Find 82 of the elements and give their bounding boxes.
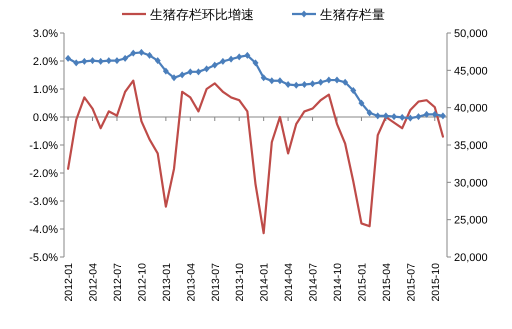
point (114, 57, 120, 64)
point (81, 58, 88, 65)
point (318, 78, 324, 86)
point (424, 110, 430, 118)
x-tick-label: 2014-04 (283, 262, 296, 302)
point (342, 78, 348, 86)
y-tick-label: -3.0% (29, 196, 58, 208)
x-tick-label: 2012-01 (63, 262, 76, 302)
point (179, 71, 186, 78)
point (285, 81, 292, 88)
point (350, 86, 356, 94)
y-tick-label: 0.0% (32, 112, 58, 124)
line-series (66, 80, 444, 234)
x-tick-label: 2012-10 (136, 262, 148, 302)
point (334, 76, 340, 84)
point (204, 65, 210, 72)
x-tick-label: 2014-10 (332, 262, 344, 302)
y2-tick-label: 30,000 (454, 177, 488, 190)
point (171, 74, 178, 82)
point (310, 80, 316, 88)
x-tick-label: 2012-07 (112, 262, 124, 302)
point (326, 76, 332, 84)
point (220, 58, 226, 65)
x-tick-label: 2013-10 (234, 262, 246, 302)
legend-label: 生猪存栏环比增速 (150, 7, 254, 22)
point (244, 52, 250, 59)
point (432, 110, 438, 118)
x-tick-label: 2015-10 (430, 262, 442, 302)
y2-tick-label: 50,000 (454, 28, 488, 40)
x-tick-label: 2015-01 (356, 262, 368, 302)
point (260, 74, 267, 82)
point (65, 54, 72, 62)
point (187, 68, 194, 76)
point (154, 57, 161, 64)
x-tick-label: 2013-01 (160, 262, 173, 302)
point (407, 114, 414, 122)
y-tick-label: -4.0% (29, 224, 58, 236)
y2-tick-label: 45,000 (454, 65, 488, 78)
x-tick-label: 2015-07 (405, 262, 418, 302)
x-tick-label: 2014-07 (308, 262, 320, 302)
point (252, 59, 258, 66)
point (138, 48, 144, 56)
point (382, 112, 389, 120)
point (358, 100, 364, 107)
y2-tick-label: 35,000 (454, 140, 488, 152)
point (212, 62, 218, 69)
y-tick-label: 3.0% (32, 28, 58, 40)
point (366, 109, 373, 116)
point (276, 77, 283, 84)
point (268, 77, 275, 84)
y-tick-label: -2.0% (29, 168, 58, 180)
point (301, 81, 308, 88)
point (195, 68, 202, 76)
x-tick-label: 2013-04 (185, 262, 198, 302)
point (98, 58, 104, 65)
y-tick-label: 1.0% (32, 84, 58, 96)
point (391, 113, 398, 120)
point (73, 59, 80, 66)
legend-label: 生猪存栏量 (320, 7, 385, 22)
point (228, 56, 234, 63)
point (146, 52, 153, 59)
x-tick-label: 2013-07 (210, 262, 222, 302)
x-tick-label: 2012-04 (88, 262, 100, 302)
point (399, 114, 406, 121)
point (293, 82, 300, 89)
point (106, 57, 112, 64)
point (122, 54, 128, 62)
point (374, 112, 381, 120)
point (440, 112, 446, 120)
y2-tick-label: 25,000 (454, 214, 488, 227)
y-tick-label: -5.0% (29, 252, 58, 264)
y-tick-label: -1.0% (29, 140, 58, 152)
point (90, 57, 96, 64)
y2-tick-label: 20,000 (454, 252, 488, 264)
point (236, 53, 242, 60)
x-tick-label: 2014-01 (258, 262, 271, 302)
point (130, 50, 136, 57)
point (162, 68, 169, 75)
point (415, 113, 422, 120)
y-tick-label: 2.0% (32, 56, 58, 68)
y2-tick-label: 40,000 (454, 102, 488, 115)
x-tick-label: 2015-04 (380, 262, 393, 302)
